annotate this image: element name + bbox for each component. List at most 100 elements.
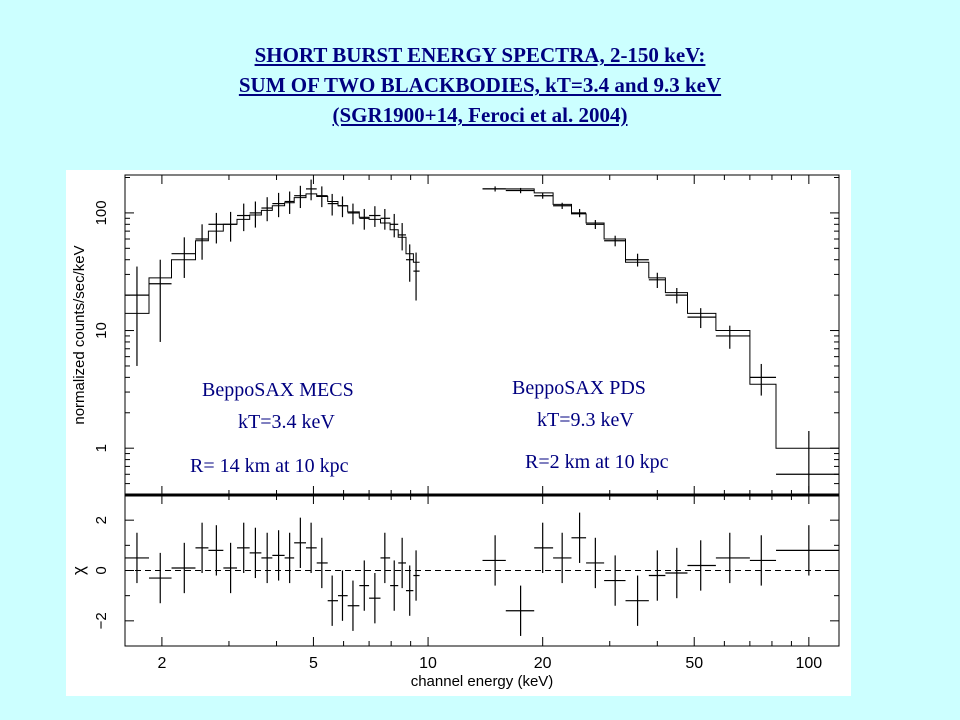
mecs-residual-point [223,542,238,594]
mecs-residual-point [284,532,295,584]
pds-residual-point [648,550,666,601]
mecs-residual-point [272,530,285,581]
mecs-data-point [272,192,285,218]
pds-residual-point [534,522,554,574]
mecs-residual-point [359,560,370,611]
pds-residual-point [505,585,535,636]
mecs-data-point [223,211,238,242]
mecs-data-point [208,212,224,244]
pds-data-point [665,287,688,304]
mecs-data-point [249,201,262,228]
mecs-residual-point [347,580,360,631]
mecs-data-point [316,186,328,208]
mecs-kt-label: kT=3.4 keV [238,411,335,433]
pds-residual-point [749,535,777,586]
mecs-data-point [327,193,338,216]
mecs-residual-point [380,532,391,584]
x-tick-label: 10 [419,655,437,672]
mecs-residual-point [149,552,172,604]
y-tick-label: 1 [93,444,110,452]
mecs-data-point [149,259,172,342]
x-axis-label: channel energy (keV) [411,673,554,690]
mecs-data-point [284,191,295,214]
x-tick-label: 20 [534,655,552,672]
res-y-tick-label: 0 [93,566,110,574]
mecs-residual-point [294,517,306,568]
mecs-data-point [398,223,406,251]
mecs-residual-point [413,550,420,601]
pds-data-point [749,363,777,396]
pds-residual-point [604,555,626,606]
mecs-data-point [380,208,391,230]
slide-title: SHORT BURST ENERGY SPECTRA, 2-150 keV: S… [0,40,960,130]
pds-residual-point [553,532,572,584]
mecs-data-point [195,224,209,260]
spectrum-chart: 2 5 10 20 50 100 1 10 100 −2 0 2 normalized counts/s… [69,174,840,690]
mecs-residual-point [405,565,414,616]
mecs-residual-point [398,537,406,589]
title-line-3: (SGR1900+14, Feroci et al. 2004) [332,103,628,127]
mecs-radius-label: R= 14 km at 10 kpc [190,455,349,477]
pds-data-point [625,253,649,267]
pds-residual-point [571,512,587,563]
pds-residual-point [586,537,605,589]
mecs-data-point [237,203,250,232]
mecs-data-point [171,237,196,278]
y-axis-label: normalized counts/sec/keV [71,245,88,424]
y-tick-label: 100 [93,200,110,225]
residual-frame [124,494,840,647]
mecs-label: BeppoSAX MECS [202,379,354,401]
pds-data-point [482,186,506,192]
pds-data-point [776,430,839,493]
mecs-data-point [369,206,381,227]
x-tick-label: 2 [157,655,166,672]
pds-data-point [715,325,750,349]
plot-frames [124,174,840,647]
pds-data-point [505,187,535,194]
mecs-residual-point [316,537,328,589]
mecs-data-point [261,197,273,222]
pds-residual-point [482,535,506,586]
mecs-residual-point [369,573,381,624]
pds-residual-point [687,540,716,591]
mecs-data-point [347,203,360,225]
mecs-residual-point [261,532,273,584]
mecs-model-histogram [125,193,420,314]
pds-residual-point [715,532,750,584]
mecs-residual-point [327,575,338,626]
mecs-residual-point [337,570,348,621]
plot-panel: 2 5 10 20 50 100 1 10 100 −2 0 2 normalized counts/s… [66,170,851,696]
res-y-tick-label: −2 [93,612,110,629]
pds-residual-point [665,547,688,599]
pds-residual-point [776,525,839,576]
mecs-residual-point [237,522,250,574]
mecs-residual-point [195,522,209,574]
x-tick-label: 5 [309,655,318,672]
annotations: BeppoSAX MECS kT=3.4 keV R= 14 km at 10 kp… [190,377,669,477]
res-y-axis-label: χ [69,566,88,575]
mecs-residual-point [171,542,196,594]
mecs-data-point [359,208,370,230]
residual-marks [125,512,839,636]
mecs-residual-point [125,532,150,584]
pds-data-point [586,220,605,229]
spectrum-frame [124,174,840,496]
mecs-residual-point [305,522,317,574]
pds-data-point [534,192,554,199]
pds-data-point [553,202,572,209]
mecs-data-point [305,179,317,201]
pds-kt-label: kT=9.3 keV [537,409,634,431]
mecs-data-point [294,185,306,209]
y-tick-label: 10 [93,322,110,339]
x-tick-label: 100 [795,655,822,672]
spectrum-marks [125,179,839,493]
pds-data-point [648,272,666,288]
pds-data-point [687,308,716,329]
mecs-data-point [413,252,420,301]
pds-residual-point [625,575,649,626]
pds-data-point [571,208,587,218]
title-line-1: SHORT BURST ENERGY SPECTRA, 2-150 keV: [254,43,706,67]
pds-data-point [604,235,626,247]
mecs-data-point [405,244,414,282]
pds-label: BeppoSAX PDS [512,377,646,399]
